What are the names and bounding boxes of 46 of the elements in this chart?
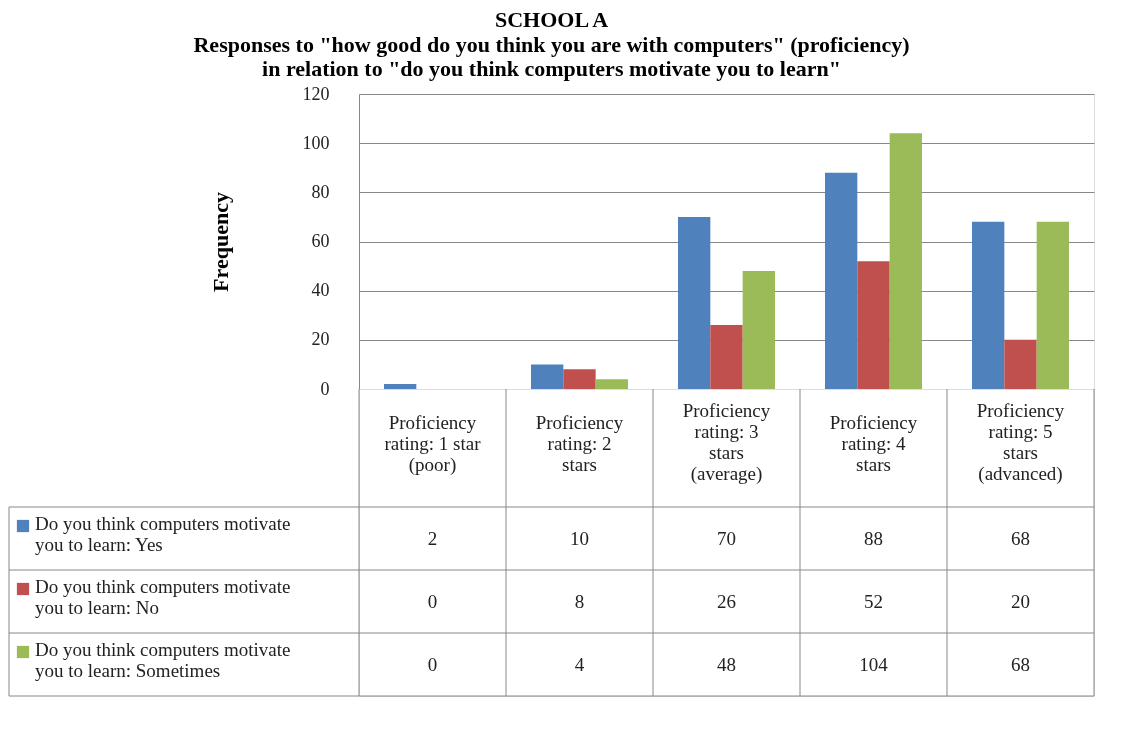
bar <box>857 261 890 389</box>
bar <box>971 221 1005 389</box>
data-label: 20 <box>1011 590 1030 612</box>
data-label: 70 <box>717 527 736 549</box>
data-label: 48 <box>717 653 736 675</box>
data-label: 68 <box>1011 527 1030 549</box>
data-label: 8 <box>574 590 585 612</box>
bar <box>530 364 564 389</box>
bar <box>595 379 629 389</box>
y-tick-label: 80 <box>311 181 330 202</box>
x-tick-label: Proficiency rating: 4 stars <box>829 411 918 475</box>
data-label: 0 <box>427 590 438 612</box>
x-tick-label: Proficiency rating: 5 stars (advanced) <box>976 400 1065 485</box>
bar <box>1036 221 1070 389</box>
y-tick-label: 100 <box>302 132 330 153</box>
bar <box>383 384 417 389</box>
bar <box>710 325 743 389</box>
data-label: 0 <box>427 653 438 675</box>
x-tick-label: Proficiency rating: 3 stars (average) <box>682 400 771 485</box>
chart-subtitle: Responses to "how good do you think you are with computers" (proficiency) in relation to "do you think computers motivate you to learn" <box>193 31 910 81</box>
bar <box>824 172 858 389</box>
bar <box>889 133 923 389</box>
legend-label: Do you think computers motivate you to learn: Yes <box>35 513 291 555</box>
chart-title: SCHOOL A <box>494 6 609 32</box>
legend-label: Do you think computers motivate you to learn: Sometimes <box>35 639 291 681</box>
data-label: 26 <box>717 590 736 612</box>
y-tick-label: 0 <box>320 378 330 399</box>
y-tick-label: 20 <box>311 329 330 350</box>
y-tick-label: 120 <box>302 83 330 104</box>
data-label: 10 <box>570 527 589 549</box>
data-label: 68 <box>1011 653 1030 675</box>
data-label: 52 <box>864 590 883 612</box>
bar <box>677 216 711 389</box>
bar <box>742 271 776 389</box>
x-tick-label: Proficiency rating: 2 stars <box>535 411 624 475</box>
y-tick-label: 40 <box>311 280 330 301</box>
data-label: 104 <box>859 653 889 675</box>
data-label: 4 <box>574 653 585 675</box>
x-tick-label: Proficiency rating: 1 star (poor) <box>384 411 482 476</box>
legend-label: Do you think computers motivate you to learn: No <box>35 576 291 618</box>
y-axis-title: Frequency <box>207 192 233 292</box>
y-tick-label: 60 <box>311 231 330 251</box>
data-label: 2 <box>427 527 438 549</box>
bar <box>563 369 596 389</box>
data-label: 88 <box>864 527 883 549</box>
bar <box>1004 339 1037 389</box>
